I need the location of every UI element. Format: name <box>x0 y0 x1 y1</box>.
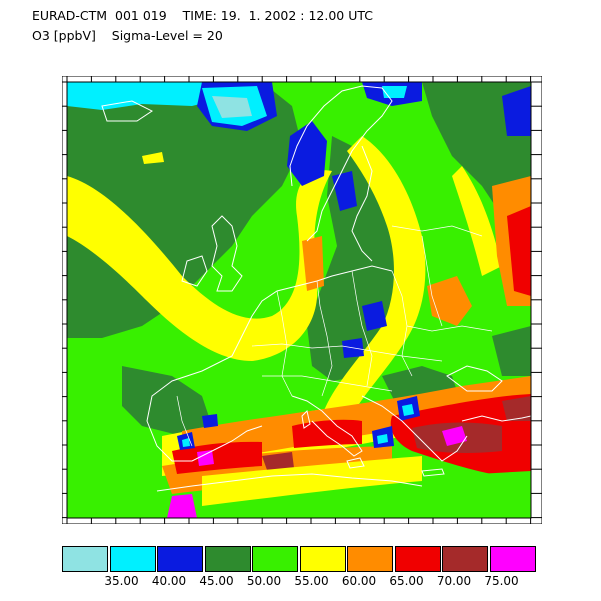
legend-label: 70.00 <box>436 574 472 588</box>
field-cyan-iberia <box>182 438 190 447</box>
legend-swatch <box>109 546 156 572</box>
legend-swatch <box>204 546 251 572</box>
field-yellow-arc <box>67 170 332 361</box>
field-red-mid <box>292 419 362 448</box>
coast-corsica <box>301 410 311 429</box>
legend-swatch <box>394 546 441 572</box>
coast-black-sea <box>446 365 503 392</box>
field-cyan-northeast <box>382 86 407 98</box>
legend-label: 50.00 <box>246 574 282 588</box>
field-brown-left <box>262 452 294 470</box>
coast-balkans-greece <box>361 395 468 462</box>
coastlines <box>101 85 531 492</box>
ozone-map <box>62 76 542 524</box>
field-brown-right <box>502 396 531 421</box>
border-5 <box>251 343 443 362</box>
coast-sicily <box>346 457 365 469</box>
field-blue-central <box>362 301 387 331</box>
field-cyan-south <box>377 434 388 444</box>
variable-level-title: O3 [ppbV] Sigma-Level = 20 <box>32 28 223 43</box>
legend-label: 40.00 <box>151 574 187 588</box>
border-7 <box>391 225 483 237</box>
coast-british-isles <box>211 215 243 292</box>
field-blue-iberia-2 <box>202 414 218 428</box>
field-magenta-bottom <box>167 494 197 518</box>
coast-italy <box>291 395 363 457</box>
map-inner-frame <box>66 81 532 519</box>
model-run-title: EURAD-CTM 001 019 TIME: 19. 1. 2002 : 12… <box>32 8 374 23</box>
legend-swatch <box>157 546 203 572</box>
legend-swatch <box>252 546 298 572</box>
field-orange-middle <box>427 276 472 326</box>
field-magenta-southeast <box>442 426 467 446</box>
coast-iceland <box>101 100 153 122</box>
legend-swatch <box>489 546 536 572</box>
field-blue-baltic <box>332 171 357 211</box>
coast-france-iberia <box>146 315 263 462</box>
legend-label: 45.00 <box>199 574 234 588</box>
field-yellow-small <box>142 152 164 164</box>
coast-africa <box>156 473 423 492</box>
field-red-east <box>507 206 531 296</box>
field-dark-green-southwest <box>122 366 212 436</box>
border-1 <box>276 290 293 397</box>
border-8 <box>406 325 493 332</box>
field-cyan-italy <box>402 404 414 416</box>
legend-label: 35.00 <box>104 574 139 588</box>
coast-scandinavia-east <box>351 145 373 262</box>
coast-crete <box>421 468 445 477</box>
color-legend: 35.00 40.00 45.00 50.00 55.00 60.00 65.00 70.00… <box>62 544 542 596</box>
border-2 <box>316 280 333 397</box>
border-10 <box>421 235 443 327</box>
field-cyan-northwest <box>67 82 232 110</box>
field-dark-green-patch-right <box>492 326 531 376</box>
legend-swatch <box>442 546 488 572</box>
frame-ticks <box>62 76 542 524</box>
coast-ireland <box>181 255 208 287</box>
country-borders <box>176 225 493 447</box>
border-9 <box>176 395 193 447</box>
coast-turkey <box>461 415 531 422</box>
field-yellow-bottom <box>202 456 422 506</box>
coast-scandinavia <box>289 85 393 242</box>
field-blue-far-east <box>502 86 531 136</box>
legend-label: 65.00 <box>389 574 424 588</box>
field-red-iberia <box>172 441 262 474</box>
field-green-bottom <box>202 471 531 518</box>
legend-swatch <box>347 546 393 572</box>
legend-swatch <box>299 546 346 572</box>
legend-label: 60.00 <box>341 574 377 588</box>
field-yellow-far-east <box>452 166 502 276</box>
legend-swatch <box>62 546 108 572</box>
border-3 <box>351 270 373 387</box>
ozone-field <box>67 82 531 518</box>
field-yellow-band-east <box>322 136 426 416</box>
field-magenta-southwest <box>197 450 214 466</box>
legend-label: 75.00 <box>484 574 519 588</box>
legend-label: 55.00 <box>294 574 329 588</box>
field-lightcyan-north <box>212 96 252 118</box>
field-orange-centre <box>302 236 324 291</box>
border-6 <box>262 375 393 392</box>
field-blue-scandinavia <box>287 121 327 186</box>
